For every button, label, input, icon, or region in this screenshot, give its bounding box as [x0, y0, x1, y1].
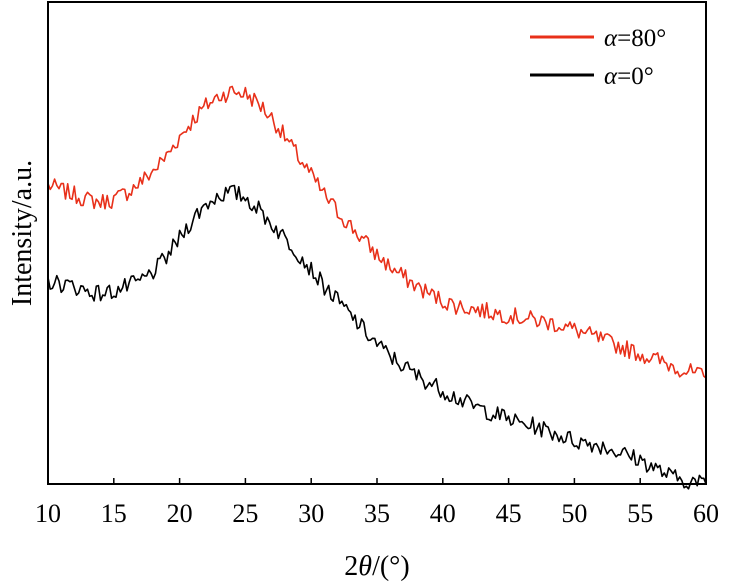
legend-label-suffix: =80° — [617, 25, 666, 52]
legend-label-0: α=80° — [604, 25, 666, 52]
x-tick-label: 20 — [167, 499, 193, 528]
series-line-0 — [47, 85, 707, 379]
x-tick-label: 25 — [232, 499, 258, 528]
series-line-1 — [47, 184, 707, 490]
x-tick-label: 15 — [101, 499, 127, 528]
legend-label-symbol: α — [604, 25, 618, 52]
plot-area — [47, 85, 707, 490]
x-tick-label: 60 — [693, 499, 719, 528]
legend: α=80°α=0° — [530, 25, 666, 90]
x-tick-label: 35 — [364, 499, 390, 528]
legend-label-symbol: α — [604, 63, 618, 90]
x-tick-label: 40 — [430, 499, 456, 528]
x-axis-ticks: 10 15 20 25 30 35 40 45 50 55 60 — [35, 478, 719, 528]
x-tick-label: 50 — [561, 499, 587, 528]
legend-label-suffix: =0° — [617, 63, 654, 90]
x-tick-label: 10 — [35, 499, 61, 528]
x-axis-title: 2θ/(°) — [344, 551, 409, 582]
x-axis-title-suffix: /(°) — [372, 551, 410, 582]
y-axis-title: Intensity/a.u. — [7, 160, 38, 306]
x-tick-label: 30 — [298, 499, 324, 528]
x-axis-title-prefix: 2 — [344, 551, 358, 582]
x-tick-label: 55 — [627, 499, 653, 528]
legend-label-1: α=0° — [604, 63, 654, 90]
x-axis-title-symbol: θ — [358, 551, 372, 582]
x-tick-label: 45 — [496, 499, 522, 528]
